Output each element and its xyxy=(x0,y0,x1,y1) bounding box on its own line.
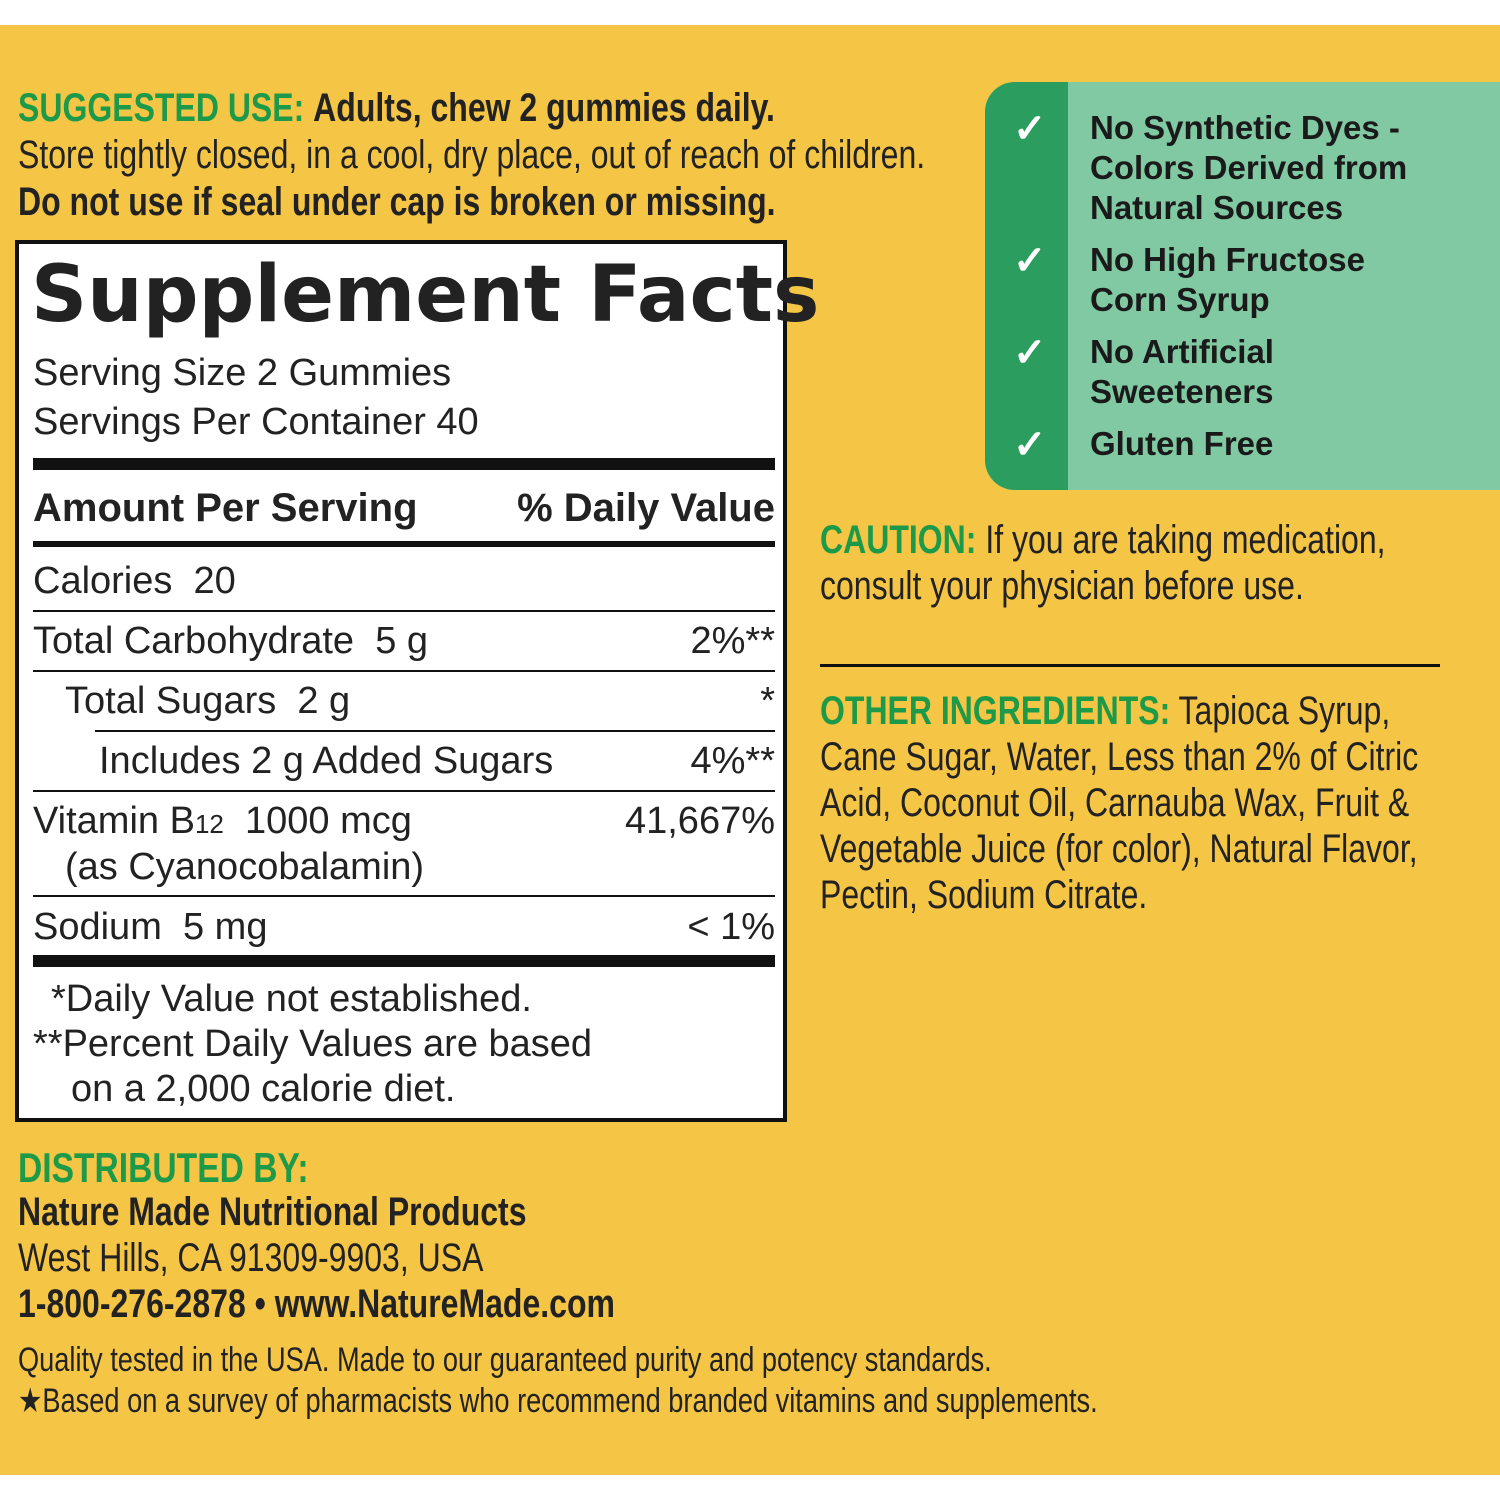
serving-size: Serving Size 2 Gummies xyxy=(33,352,452,394)
nutrient-dv: 41,667% xyxy=(624,800,775,842)
nutrient-name: Vitamin B xyxy=(33,800,195,842)
check-icon: ✓ xyxy=(1013,331,1047,375)
divider xyxy=(95,730,775,732)
claims-badge: ✓ No Synthetic Dyes - Colors Derived fro… xyxy=(985,82,1500,490)
suggested-use-label: SUGGESTED USE: xyxy=(18,86,305,130)
check-column xyxy=(985,82,1068,490)
nutrient-name: Sodium xyxy=(33,906,162,948)
header-dv: % Daily Value xyxy=(517,486,775,530)
seal-warning: Do not use if seal under cap is broken o… xyxy=(18,180,776,224)
divider xyxy=(33,458,775,470)
servings-per-container: Servings Per Container 40 xyxy=(33,401,479,443)
nutrient-name: Total Sugars xyxy=(65,680,277,722)
nutrient-name: Includes 2 g Added Sugars xyxy=(99,740,554,782)
nutrient-amount: 5 g xyxy=(375,620,429,662)
facts-title: Supplement Facts xyxy=(31,250,820,340)
nutrient-row: Sodium 5 mg xyxy=(33,906,267,949)
divider xyxy=(33,610,775,612)
footnote: on a 2,000 calorie diet. xyxy=(71,1068,456,1110)
divider xyxy=(33,955,775,967)
caution-label: CAUTION: xyxy=(820,518,977,562)
footer-note: Quality tested in the USA. Made to our g… xyxy=(18,1341,992,1379)
nutrient-name: Total Carbohydrate xyxy=(33,620,355,662)
check-icon: ✓ xyxy=(1013,239,1047,283)
claim: No High Fructose Corn Syrup xyxy=(1090,241,1366,318)
check-icon: ✓ xyxy=(1013,423,1047,467)
caution-text: If you are taking medication, consult yo… xyxy=(820,518,1386,608)
nutrient-row: Total Carbohydrate 5 g xyxy=(33,620,428,663)
nutrient-dv: * xyxy=(760,680,775,722)
ingredients-label: OTHER INGREDIENTS: xyxy=(820,689,1171,733)
other-ingredients: OTHER INGREDIENTS: Tapioca Syrup, Cane S… xyxy=(820,688,1452,918)
suggested-use-text: Adults, chew 2 gummies daily. xyxy=(313,86,775,130)
claim: No Artificial Sweeteners xyxy=(1090,333,1274,410)
storage-note: Store tightly closed, in a cool, dry pla… xyxy=(18,133,926,177)
divider xyxy=(820,664,1440,667)
nutrient-amount: 5 mg xyxy=(182,906,268,948)
distributed-label: DISTRIBUTED BY: xyxy=(18,1144,309,1191)
nutrient-row: Vitamin B12 1000 mcg xyxy=(33,800,412,843)
claim: No Synthetic Dyes - Colors Derived from … xyxy=(1090,109,1408,226)
nutrient-amount: 1000 mcg xyxy=(244,800,412,842)
footnote: *Daily Value not established. xyxy=(51,978,532,1020)
nutrient-dv: 4%** xyxy=(690,740,776,782)
nutrient-row: Total Sugars 2 g xyxy=(65,680,350,723)
footnote: **Percent Daily Values are based xyxy=(33,1023,593,1065)
supplement-facts: Supplement Facts Serving Size 2 Gummies … xyxy=(15,240,819,1122)
nutrient-dv: < 1% xyxy=(687,906,775,948)
distributor-address: West Hills, CA 91309-9903, USA xyxy=(18,1236,484,1280)
divider xyxy=(33,670,775,672)
distributor-name: Nature Made Nutritional Products xyxy=(18,1190,527,1234)
nutrient-source: (as Cyanocobalamin) xyxy=(65,846,425,888)
divider xyxy=(33,895,775,897)
ingredients-text: Tapioca Syrup, Cane Sugar, Water, Less t… xyxy=(820,689,1419,917)
claim: Gluten Free xyxy=(1090,425,1274,462)
divider xyxy=(33,541,775,547)
nutrient-subscript: 12 xyxy=(194,809,224,839)
nutrient-name: Calories xyxy=(33,560,173,602)
header-amount: Amount Per Serving xyxy=(33,486,418,530)
distributor-contact: 1-800-276-2878 • www.NatureMade.com xyxy=(18,1282,615,1326)
nutrient-dv: 2%** xyxy=(690,620,776,662)
divider xyxy=(33,790,775,792)
check-icon: ✓ xyxy=(1013,107,1047,151)
nutrient-amount: 20 xyxy=(193,560,236,602)
nutrient-amount: 2 g xyxy=(297,680,351,722)
nutrient-row: Calories 20 xyxy=(33,560,236,603)
footer-note: ★Based on a survey of pharmacists who re… xyxy=(18,1382,1098,1420)
suggested-use: SUGGESTED USE: Adults, chew 2 gummies da… xyxy=(18,86,775,131)
caution: CAUTION: If you are taking medication, c… xyxy=(820,517,1428,609)
